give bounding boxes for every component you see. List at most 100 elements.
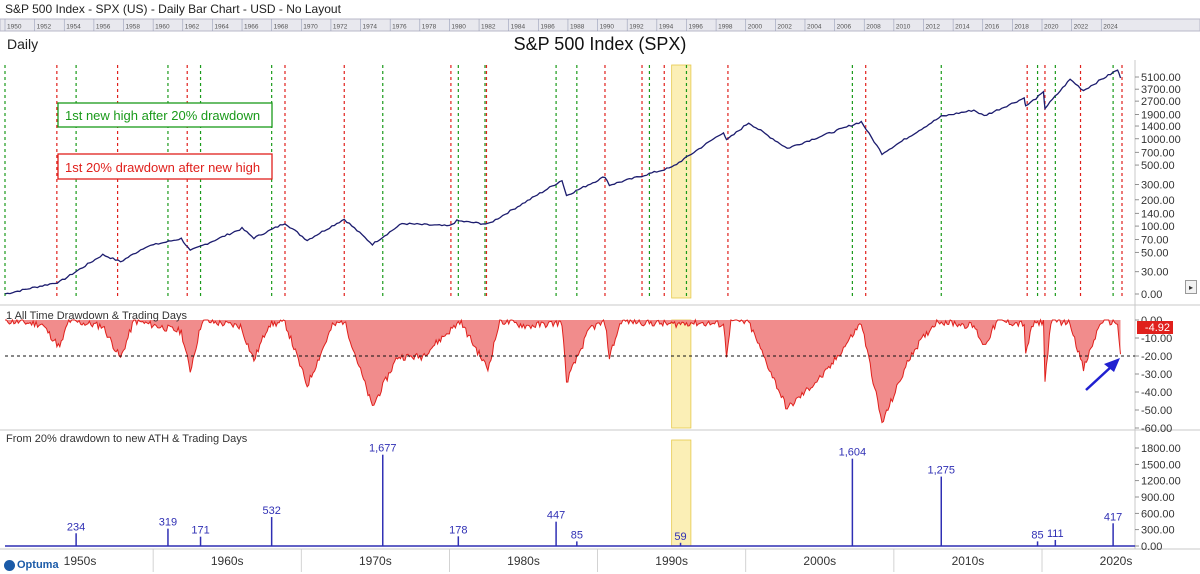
bars-axis-label: 1200.00 xyxy=(1141,476,1181,488)
highlight-band-price xyxy=(671,64,692,299)
year-strip-label: 1978 xyxy=(422,24,437,31)
price-axis-label: 140.00 xyxy=(1141,208,1175,220)
recovery-bar-label: 59 xyxy=(674,531,686,543)
timeframe-label: Daily xyxy=(7,36,38,52)
bars-panel-title: From 20% drawdown to new ATH & Trading D… xyxy=(6,433,248,445)
bars-axis-label: 300.00 xyxy=(1141,525,1175,537)
price-axis-label: 70.00 xyxy=(1141,235,1169,247)
price-panel xyxy=(4,69,1122,295)
year-strip-label: 2004 xyxy=(807,24,822,31)
price-line xyxy=(4,69,1122,295)
year-strip-label: 1956 xyxy=(96,24,111,31)
year-strip-label: 1986 xyxy=(540,24,555,31)
price-axis-label: 1400.00 xyxy=(1141,121,1181,133)
year-strip-label: 1954 xyxy=(66,24,81,31)
recovery-bar-label: 447 xyxy=(547,510,565,522)
recovery-bar-label: 1,604 xyxy=(839,447,867,459)
year-strip-label: 1980 xyxy=(451,24,466,31)
recovery-bar-label: 178 xyxy=(449,524,467,536)
price-axis-label: 500.00 xyxy=(1141,160,1175,172)
legend-red-box xyxy=(57,153,273,180)
price-axis-label: 300.00 xyxy=(1141,179,1175,191)
legend-red: 1st 20% drawdown after new high xyxy=(57,153,273,180)
year-strip-label: 1962 xyxy=(185,24,200,31)
chart-title: S&P 500 Index (SPX) xyxy=(514,34,687,54)
last-value-text: -4.92 xyxy=(1145,322,1170,334)
recovery-bar-label: 234 xyxy=(67,521,85,533)
axes: 5100.003700.002700.001900.001400.001000.… xyxy=(1135,72,1181,553)
year-strip-label: 1976 xyxy=(392,24,407,31)
bars-axis-label: 600.00 xyxy=(1141,508,1175,520)
drawdown-axis-label: -60.00 xyxy=(1141,423,1172,435)
annotation-arrow-head xyxy=(1104,358,1120,372)
price-axis-label: 50.00 xyxy=(1141,247,1169,259)
year-strip-label: 1958 xyxy=(126,24,141,31)
drawdown-axis-label: -40.00 xyxy=(1141,387,1172,399)
bars-axis-label: 1800.00 xyxy=(1141,443,1181,455)
year-strip-label: 1972 xyxy=(333,24,348,31)
year-strip-label: 1984 xyxy=(511,24,526,31)
optuma-logo-icon xyxy=(4,559,15,571)
annotation-arrow-shaft xyxy=(1085,365,1113,391)
year-strip-label: 2020 xyxy=(1044,24,1059,31)
price-axis-label: 2700.00 xyxy=(1141,96,1181,108)
recovery-bar-label: 417 xyxy=(1104,511,1122,523)
optuma-logo-text: Optuma xyxy=(17,559,59,571)
optuma-logo: Optuma xyxy=(4,557,59,573)
drawdown-axis-label: -30.00 xyxy=(1141,369,1172,381)
year-strip-label: 1960 xyxy=(155,24,170,31)
recovery-bar-label: 171 xyxy=(191,525,209,537)
price-axis-label: 1900.00 xyxy=(1141,109,1181,121)
bars-axis-label: 1500.00 xyxy=(1141,459,1181,471)
x-axis-label: 1960s xyxy=(211,554,244,568)
year-strip-label: 1952 xyxy=(37,24,52,31)
legend-green-label: 1st new high after 20% drawdown xyxy=(65,108,260,123)
year-strip-label: 2000 xyxy=(748,24,763,31)
year-strip-label: 1966 xyxy=(244,24,259,31)
legend-green: 1st new high after 20% drawdown xyxy=(57,102,273,128)
recovery-bar-label: 1,275 xyxy=(927,465,955,477)
x-axis-label: 2010s xyxy=(952,554,985,568)
x-axis-label: 2020s xyxy=(1100,554,1133,568)
year-strip-label: 2016 xyxy=(985,24,1000,31)
year-strip-label: 2012 xyxy=(925,24,940,31)
scroll-right-icon[interactable]: ▸ xyxy=(1185,280,1197,294)
year-strip-label: 2014 xyxy=(955,24,970,31)
recovery-bar-label: 532 xyxy=(262,505,280,517)
price-axis-label: 3700.00 xyxy=(1141,84,1181,96)
year-strip-label: 2008 xyxy=(866,24,881,31)
drawdown-area xyxy=(5,320,1121,423)
year-strip-label: 1974 xyxy=(363,24,378,31)
x-axis-labels: 1950s 1960s 1970s 1980s 1990s 2000s 2010s 2020s xyxy=(64,549,1133,572)
year-strip-label: 2018 xyxy=(1014,24,1029,31)
year-strip-label: 1968 xyxy=(274,24,289,31)
year-strip-label: 1990 xyxy=(600,24,615,31)
year-strip[interactable]: 1950 1952 1954 1956 1958 1960 1962 1964 1966 1968… xyxy=(4,19,1118,31)
year-strip-label: 2002 xyxy=(777,24,792,31)
year-strip-label: 1996 xyxy=(688,24,703,31)
last-value-tag: -4.92 xyxy=(1137,321,1173,334)
year-strip-label: 1988 xyxy=(570,24,585,31)
recovery-bar-label: 111 xyxy=(1047,528,1064,540)
drawdown-line xyxy=(5,318,1121,424)
drawdown-panel xyxy=(5,318,1135,424)
recovery-bars-panel: 234 319 171 532 1,677 178 447 85 59 1,604 1,275 85 1… xyxy=(5,443,1135,547)
last-value-tag-box xyxy=(1137,321,1173,334)
legend-red-label: 1st 20% drawdown after new high xyxy=(65,160,260,175)
year-strip-label: 1964 xyxy=(214,24,229,31)
title-bar-text: S&P 500 Index - SPX (US) - Daily Bar Cha… xyxy=(5,2,341,16)
price-axis-label: 5100.00 xyxy=(1141,72,1181,84)
price-axis-label: 200.00 xyxy=(1141,195,1175,207)
year-strip-label: 1982 xyxy=(481,24,496,31)
x-axis-label: 1990s xyxy=(655,554,688,568)
year-strip-label: 1994 xyxy=(659,24,674,31)
drawdown-axis-label: -10.00 xyxy=(1141,333,1172,345)
price-axis-label: 1000.00 xyxy=(1141,134,1181,146)
legend-green-box xyxy=(57,102,273,128)
year-strip-label: 1950 xyxy=(7,24,22,31)
year-strip-background xyxy=(0,18,1200,32)
bars-axis-label: 0.00 xyxy=(1141,541,1162,553)
year-strip-label: 1970 xyxy=(303,24,318,31)
recovery-bar-label: 319 xyxy=(159,517,177,529)
